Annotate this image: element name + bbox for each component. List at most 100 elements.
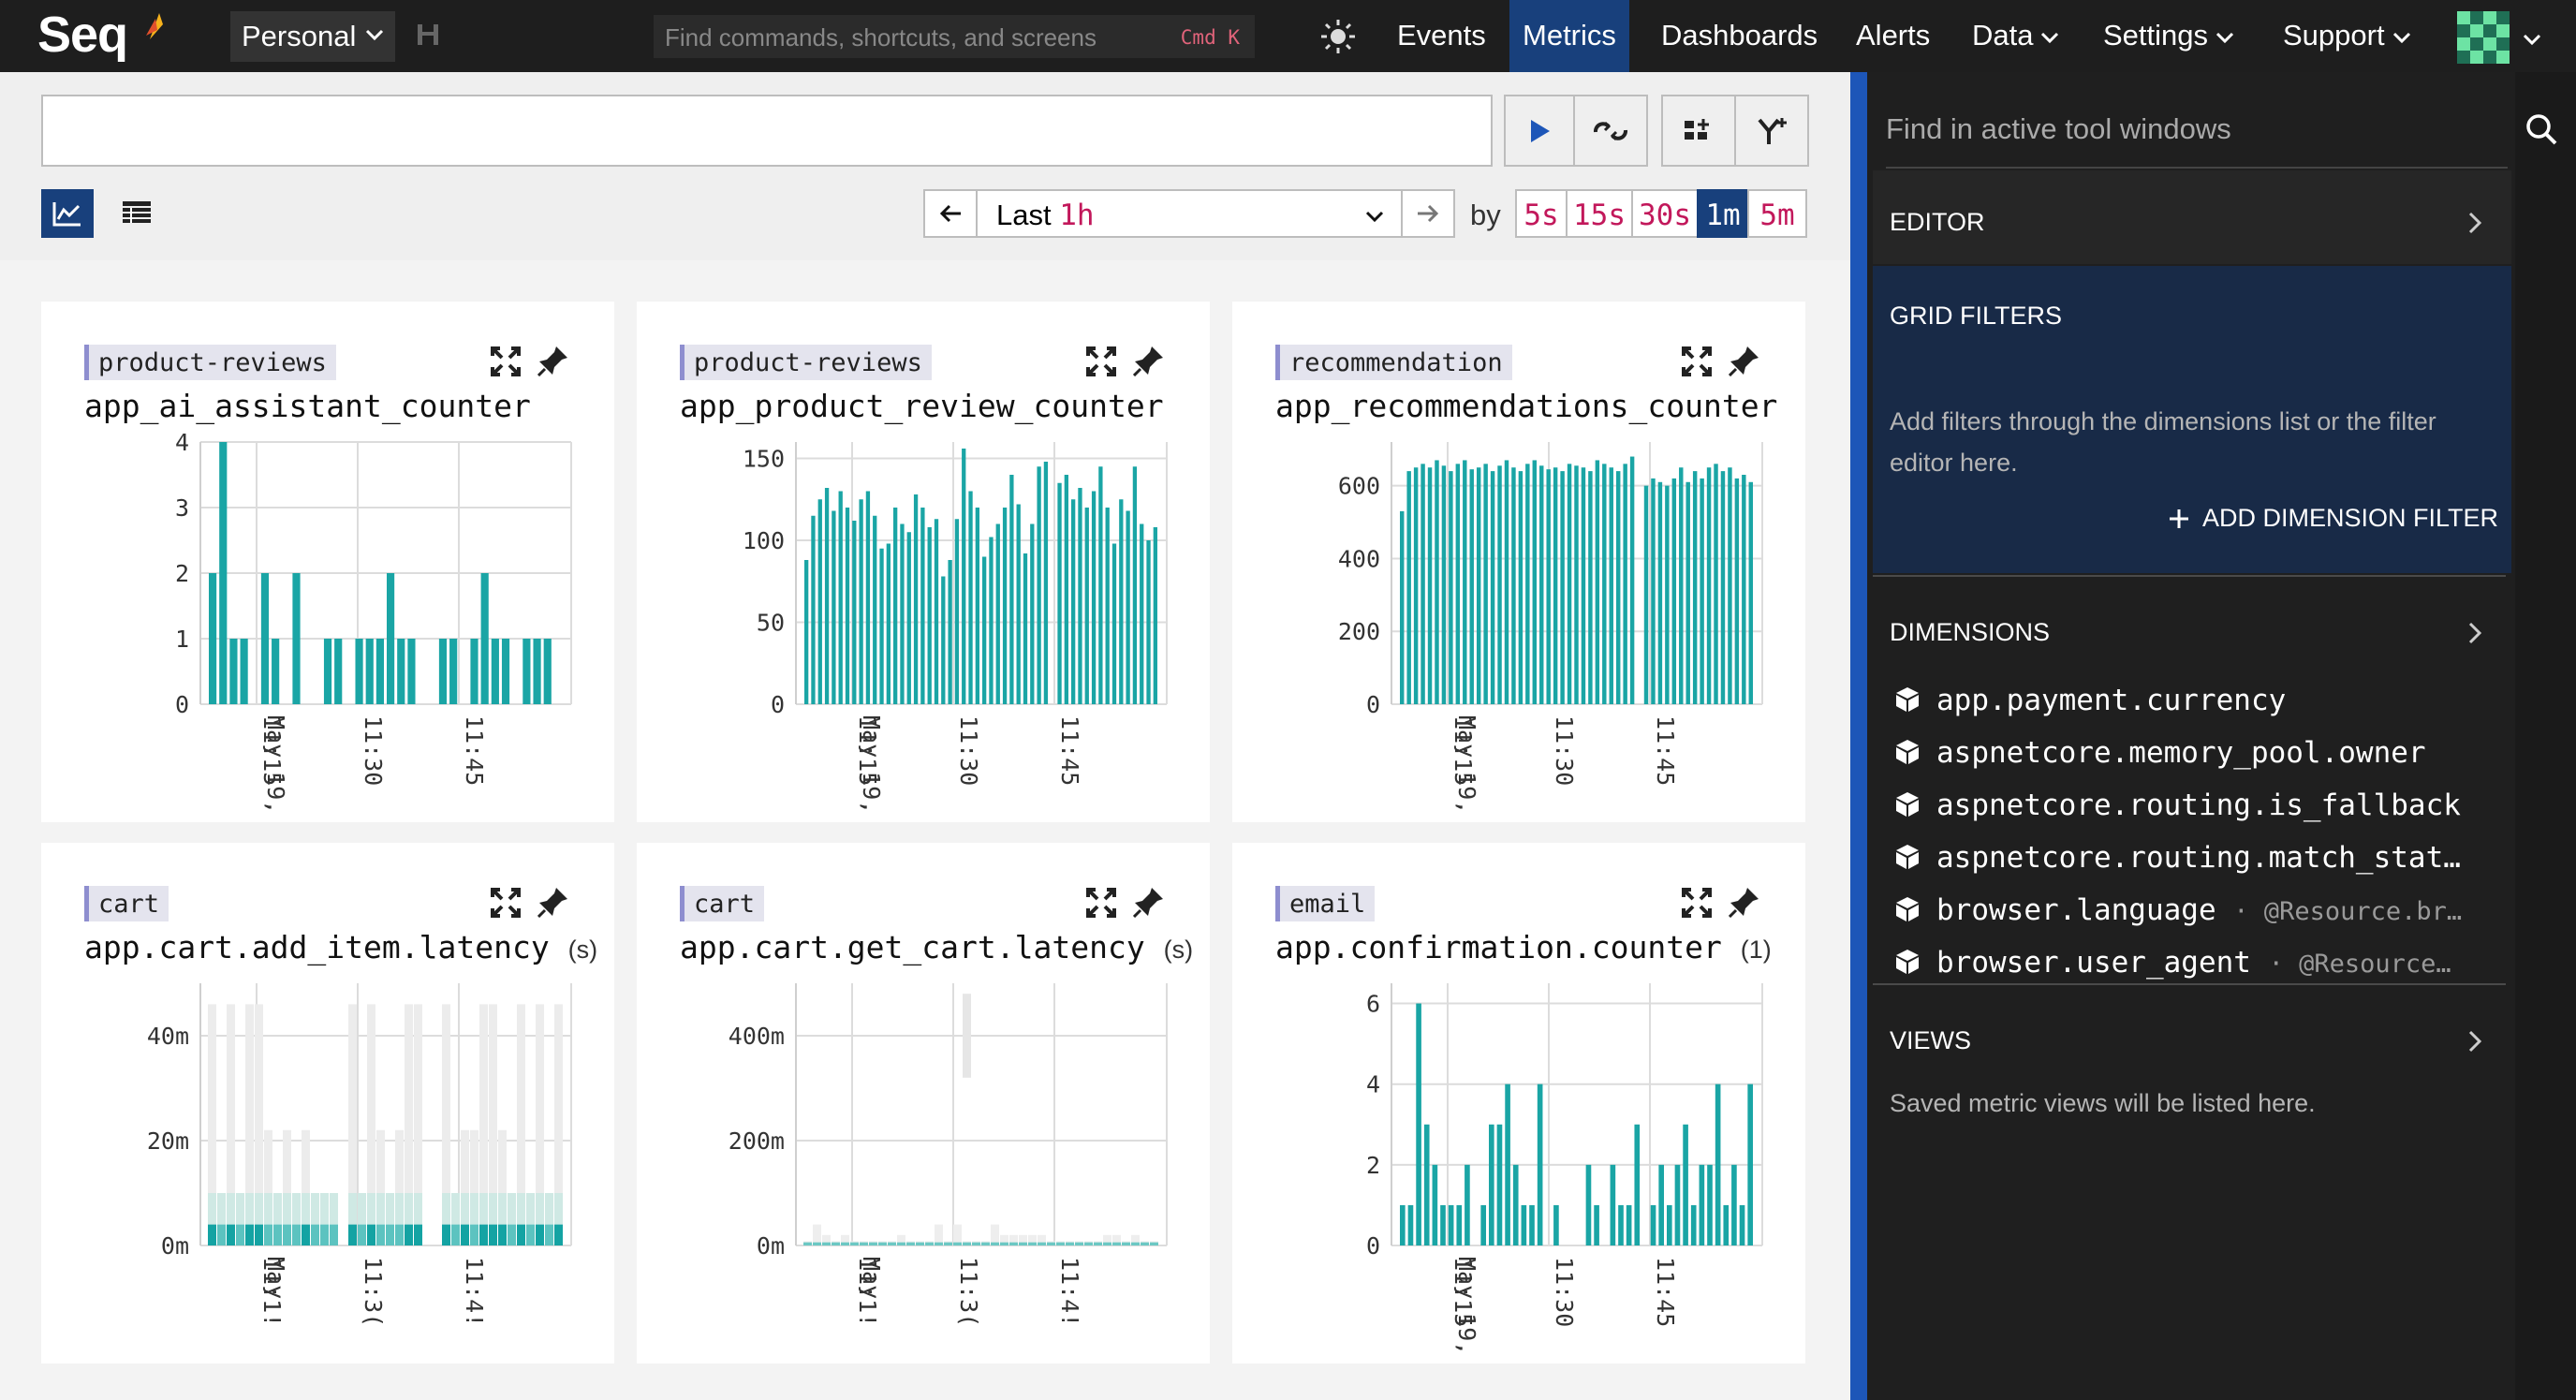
metric-chart[interactable]: 0 200 400 600 May 19,11:15 11:30 11:45 — [1232, 423, 1805, 817]
workspace-selector[interactable]: Personal — [230, 11, 395, 62]
heatmap-cell — [283, 1224, 291, 1245]
bar — [1463, 460, 1467, 704]
metric-chart[interactable]: 0 1 2 3 4 May 19,11:15 11:30 11:45 — [41, 423, 614, 817]
save-icon[interactable] — [416, 22, 440, 47]
dimension-item[interactable]: browser.user_agent · @Resource… — [1895, 946, 2476, 980]
expand-icon[interactable] — [1086, 888, 1116, 918]
sidebar-resize-handle[interactable] — [1850, 72, 1867, 1400]
expand-icon[interactable] — [1086, 346, 1116, 376]
metric-chart[interactable]: 0 50 100 150 May 19,11:15 11:30 11:45 — [637, 423, 1210, 817]
heatmap-cell — [227, 1224, 235, 1245]
service-tag: recommendation — [1275, 345, 1512, 380]
range-next-button[interactable] — [1401, 189, 1455, 238]
pin-icon[interactable] — [1133, 886, 1165, 918]
pin-icon[interactable] — [537, 345, 569, 376]
heatmap-cell — [451, 1224, 460, 1245]
dimension-item[interactable]: app.payment.currency — [1895, 684, 2476, 717]
sidebar-scrollbar[interactable] — [2515, 72, 2576, 1400]
bar — [491, 639, 499, 704]
table-view-button[interactable] — [110, 189, 163, 238]
heatmap-cell — [991, 1242, 999, 1245]
seq-logo[interactable]: Seq — [37, 7, 128, 63]
heatmap-cell — [1103, 1234, 1111, 1245]
metric-chart[interactable]: 0 2 4 6 May 19,11:15 11:30 11:45 — [1232, 965, 1805, 1358]
auto-refresh-button[interactable] — [1573, 95, 1648, 167]
x-tick-label: May 19, — [858, 715, 885, 814]
dimension-item[interactable]: browser.language · @Resource.br… — [1895, 893, 2476, 927]
nav-data[interactable]: Data — [1959, 0, 2074, 72]
nav-support[interactable]: Support — [2270, 0, 2426, 72]
theme-toggle-icon[interactable] — [1320, 19, 1356, 54]
run-query-button[interactable] — [1504, 95, 1575, 167]
step-5m[interactable]: 5m — [1747, 189, 1807, 238]
command-search-input[interactable]: Find commands, shortcuts, and screens Cm… — [654, 15, 1255, 58]
x-tick-label: 11:15 — [1450, 1257, 1477, 1327]
add-to-dashboard-button[interactable] — [1661, 95, 1736, 167]
search-icon[interactable] — [2524, 112, 2558, 146]
chevron-right-icon[interactable] — [2465, 1028, 2487, 1054]
time-range-select[interactable]: Last 1h — [976, 189, 1403, 238]
find-in-tool-windows-input[interactable]: Find in active tool windows — [1886, 94, 2508, 169]
nav-settings[interactable]: Settings — [2090, 0, 2249, 72]
add-alert-button[interactable] — [1734, 95, 1809, 167]
x-tick-label: 11:45 — [1652, 1257, 1679, 1327]
metric-panel[interactable]: product-reviews app_product_review_counte… — [637, 302, 1210, 822]
pin-icon[interactable] — [1133, 345, 1165, 376]
step-5s[interactable]: 5s — [1515, 189, 1568, 238]
range-previous-button[interactable] — [923, 189, 978, 238]
pin-icon[interactable] — [1729, 886, 1760, 918]
step-30s[interactable]: 30s — [1631, 189, 1699, 238]
step-1m[interactable]: 1m — [1697, 189, 1749, 238]
dimension-item[interactable]: aspnetcore.memory_pool.owner — [1895, 736, 2476, 770]
bar — [1610, 1164, 1616, 1245]
pin-icon[interactable] — [1729, 345, 1760, 376]
heatmap-cell — [395, 1193, 404, 1225]
x-tick-label: 11:3( — [955, 1257, 982, 1327]
expand-icon[interactable] — [491, 346, 521, 376]
bar — [1456, 1204, 1463, 1245]
bar — [1469, 469, 1474, 704]
expand-icon[interactable] — [1682, 888, 1712, 918]
metric-panel[interactable]: email app.confirmation.counter (1) 0 2 4 6 May… — [1232, 843, 1805, 1363]
chevron-down-icon[interactable] — [2521, 28, 2543, 51]
x-tick-label: 11:15 — [854, 715, 881, 786]
bar — [1714, 464, 1718, 704]
heatmap-cell — [953, 1224, 962, 1245]
dimension-item[interactable]: aspnetcore.routing.match_stat… — [1895, 841, 2476, 875]
editor-section-header[interactable] — [1873, 170, 2511, 264]
nav-events[interactable]: Events — [1384, 0, 1499, 72]
dashboard-add-icon — [1685, 118, 1709, 140]
metric-panel[interactable]: recommendation app_recommendations_counte… — [1232, 302, 1805, 822]
add-dimension-filter-button[interactable]: ADD DIMENSION FILTER — [2169, 504, 2498, 533]
heatmap-cell — [273, 1224, 282, 1245]
x-tick-label: 11:30 — [1551, 715, 1578, 786]
heatmap-cell — [255, 1004, 263, 1225]
metric-panel[interactable]: cart app.cart.add_item.latency (s) 0m 20m 40… — [41, 843, 614, 1363]
step-15s[interactable]: 15s — [1566, 189, 1633, 238]
heatmap-cell — [1000, 1234, 1008, 1245]
metric-panel[interactable]: product-reviews app_ai_assistant_counter … — [41, 302, 614, 822]
metric-query-input[interactable] — [41, 95, 1493, 167]
dimension-item[interactable]: aspnetcore.routing.is_fallback — [1895, 788, 2476, 822]
bar — [1539, 465, 1544, 704]
user-avatar[interactable] — [2457, 11, 2510, 64]
line-chart-icon — [52, 202, 81, 227]
x-tick-label: 11:15 — [258, 715, 286, 786]
bar — [927, 527, 932, 704]
heatmap-cell — [217, 1224, 226, 1245]
heatmap-cell — [832, 1242, 840, 1245]
metric-panel[interactable]: cart app.cart.get_cart.latency (s) 0m 200m 4… — [637, 843, 1210, 1363]
nav-alerts[interactable]: Alerts — [1843, 0, 1943, 72]
pin-icon[interactable] — [537, 886, 569, 918]
chevron-right-icon[interactable] — [2465, 210, 2487, 236]
bar — [1671, 478, 1677, 704]
expand-icon[interactable] — [1682, 346, 1712, 376]
expand-icon[interactable] — [491, 888, 521, 918]
nav-dashboards[interactable]: Dashboards — [1648, 0, 1831, 72]
nav-metrics[interactable]: Metrics — [1509, 0, 1629, 72]
chevron-right-icon[interactable] — [2465, 620, 2487, 646]
chart-view-button[interactable] — [41, 189, 94, 238]
bar — [260, 573, 270, 704]
